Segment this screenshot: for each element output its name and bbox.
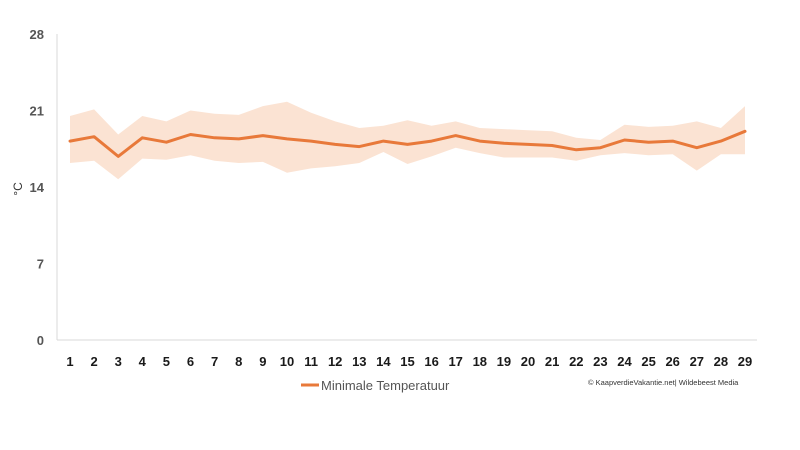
x-tick-label: 16 <box>424 354 438 369</box>
x-tick-label: 9 <box>259 354 266 369</box>
x-tick-label: 24 <box>617 354 632 369</box>
y-tick-label: 0 <box>37 333 44 348</box>
x-tick-label: 4 <box>139 354 147 369</box>
y-tick-label: 14 <box>30 180 45 195</box>
x-tick-label: 3 <box>115 354 122 369</box>
y-tick-label: 21 <box>30 104 44 119</box>
copyright-credit: © KaapverdieVakantie.net| Wildebeest Med… <box>588 378 739 387</box>
minimale-temperatuur-line-layer <box>68 129 747 158</box>
x-tick-label: 5 <box>163 354 170 369</box>
x-tick-label: 12 <box>328 354 342 369</box>
x-tick-label: 8 <box>235 354 242 369</box>
x-tick-label: 27 <box>690 354 704 369</box>
x-tick-label: 21 <box>545 354 559 369</box>
x-tick-label: 19 <box>497 354 511 369</box>
x-tick-label: 26 <box>665 354 679 369</box>
x-tick-labels: 1 2 3 4 5 6 7 8 9 10 11 12 13 14 15 16 17 18 19 20 21 22 23 24 2… <box>66 354 752 369</box>
x-tick-label: 23 <box>593 354 607 369</box>
x-tick-label: 15 <box>400 354 414 369</box>
x-tick-label: 28 <box>714 354 728 369</box>
temperature-range-band <box>70 101 745 180</box>
x-tick-label: 10 <box>280 354 294 369</box>
legend: Minimale Temperatuur <box>301 378 450 393</box>
x-tick-label: 25 <box>641 354 655 369</box>
legend-label: Minimale Temperatuur <box>321 378 450 393</box>
x-tick-label: 20 <box>521 354 535 369</box>
x-tick-label: 18 <box>473 354 487 369</box>
y-tick-labels: 0 7 14 21 28 <box>30 27 45 348</box>
x-tick-label: 14 <box>376 354 391 369</box>
y-tick-label: 7 <box>37 257 44 272</box>
temperature-range-band-layer <box>70 101 745 180</box>
x-tick-label: 11 <box>304 354 318 369</box>
x-tick-label: 29 <box>738 354 752 369</box>
x-tick-label: 17 <box>448 354 462 369</box>
x-tick-label: 22 <box>569 354 583 369</box>
x-tick-label: 13 <box>352 354 366 369</box>
x-tick-label: 2 <box>90 354 97 369</box>
x-tick-label: 6 <box>187 354 194 369</box>
y-tick-label: 28 <box>30 27 44 42</box>
y-axis-label: °C <box>11 182 25 196</box>
x-tick-label: 7 <box>211 354 218 369</box>
x-tick-label: 1 <box>66 354 73 369</box>
